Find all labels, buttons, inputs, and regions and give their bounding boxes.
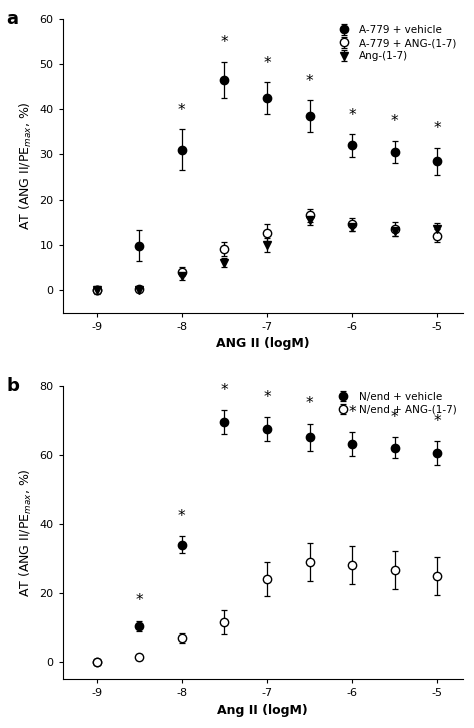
Text: *: * xyxy=(263,389,271,405)
Legend: A-779 + vehicle, A-779 + ANG-(1-7), Ang-(1-7): A-779 + vehicle, A-779 + ANG-(1-7), Ang-… xyxy=(328,21,461,66)
Text: *: * xyxy=(434,122,441,136)
Text: a: a xyxy=(7,10,18,28)
Text: *: * xyxy=(220,383,228,397)
Text: *: * xyxy=(348,405,356,420)
Text: *: * xyxy=(178,509,186,523)
Text: *: * xyxy=(391,114,399,130)
Text: *: * xyxy=(263,56,271,71)
Text: *: * xyxy=(306,74,313,89)
Y-axis label: AT (ANG II/PE$_{max}$, %): AT (ANG II/PE$_{max}$, %) xyxy=(18,101,34,230)
Legend: N/end + vehicle, N/end + ANG-(1-7): N/end + vehicle, N/end + ANG-(1-7) xyxy=(328,387,461,419)
Y-axis label: AT (ANG II/PE$_{max}$, %): AT (ANG II/PE$_{max}$, %) xyxy=(18,468,34,597)
Text: *: * xyxy=(306,397,313,411)
X-axis label: Ang II (logM): Ang II (logM) xyxy=(218,704,308,717)
X-axis label: ANG II (logM): ANG II (logM) xyxy=(216,337,310,350)
Text: *: * xyxy=(136,593,143,609)
Text: *: * xyxy=(220,36,228,50)
Text: *: * xyxy=(178,103,186,118)
Text: *: * xyxy=(391,411,399,425)
Text: *: * xyxy=(434,414,441,429)
Text: *: * xyxy=(348,108,356,123)
Text: b: b xyxy=(7,376,19,395)
